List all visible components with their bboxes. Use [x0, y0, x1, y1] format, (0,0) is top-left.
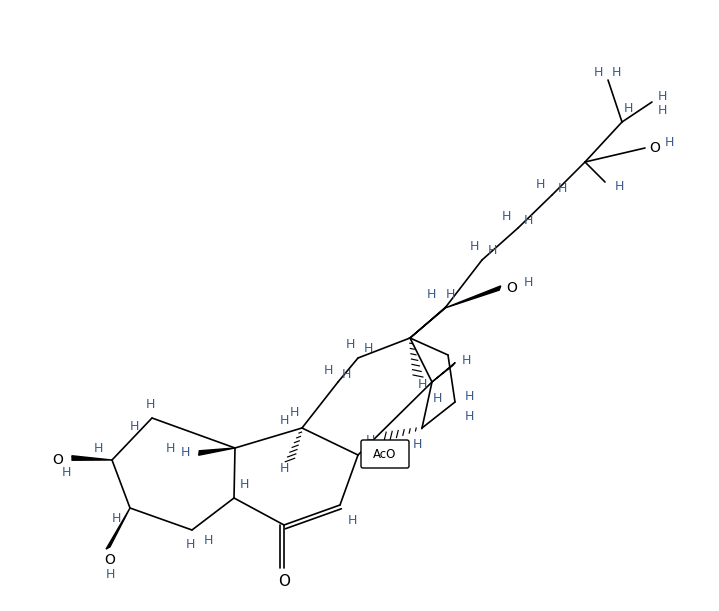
Text: H: H: [557, 183, 567, 196]
Text: H: H: [342, 367, 351, 381]
Text: O: O: [278, 574, 290, 590]
Text: AcO: AcO: [373, 447, 397, 461]
Text: O: O: [52, 453, 63, 467]
Text: H: H: [657, 103, 667, 117]
Text: H: H: [180, 445, 190, 458]
Polygon shape: [72, 456, 112, 460]
Text: H: H: [611, 65, 620, 78]
Text: H: H: [289, 406, 298, 420]
Text: H: H: [536, 178, 545, 191]
Text: H: H: [186, 538, 195, 552]
Text: H: H: [105, 568, 115, 580]
Text: H: H: [61, 467, 70, 480]
Text: H: H: [93, 442, 103, 455]
Text: O: O: [104, 553, 116, 567]
Text: H: H: [345, 337, 354, 351]
Text: H: H: [426, 288, 436, 301]
Text: H: H: [462, 354, 471, 367]
Text: H: H: [347, 513, 357, 527]
Text: H: H: [239, 478, 249, 491]
Polygon shape: [432, 362, 455, 382]
Text: H: H: [111, 511, 121, 524]
Text: H: H: [279, 461, 289, 475]
Text: H: H: [501, 210, 510, 222]
Polygon shape: [445, 286, 500, 308]
Text: O: O: [649, 141, 661, 155]
Text: H: H: [523, 276, 533, 288]
Text: H: H: [365, 433, 375, 447]
FancyBboxPatch shape: [361, 440, 409, 468]
Text: O: O: [507, 281, 518, 295]
Text: H: H: [203, 533, 213, 546]
Text: H: H: [470, 240, 479, 252]
Text: H: H: [324, 364, 333, 376]
Text: H: H: [464, 390, 474, 403]
Polygon shape: [410, 307, 446, 338]
Text: H: H: [657, 90, 667, 103]
Text: H: H: [593, 65, 603, 78]
Text: H: H: [614, 180, 623, 194]
Text: H: H: [445, 288, 454, 301]
Text: H: H: [664, 136, 674, 148]
Text: H: H: [487, 244, 497, 257]
Text: H: H: [129, 420, 139, 433]
Text: H: H: [363, 342, 372, 354]
Text: H: H: [432, 392, 441, 404]
Text: H: H: [417, 378, 426, 390]
Text: H: H: [145, 398, 155, 411]
Text: H: H: [165, 442, 175, 455]
Text: H: H: [464, 409, 474, 422]
Text: H: H: [523, 213, 533, 227]
Polygon shape: [106, 508, 130, 549]
Text: H: H: [279, 414, 289, 426]
Text: H: H: [412, 437, 421, 450]
Polygon shape: [198, 448, 235, 455]
Text: H: H: [623, 101, 633, 114]
